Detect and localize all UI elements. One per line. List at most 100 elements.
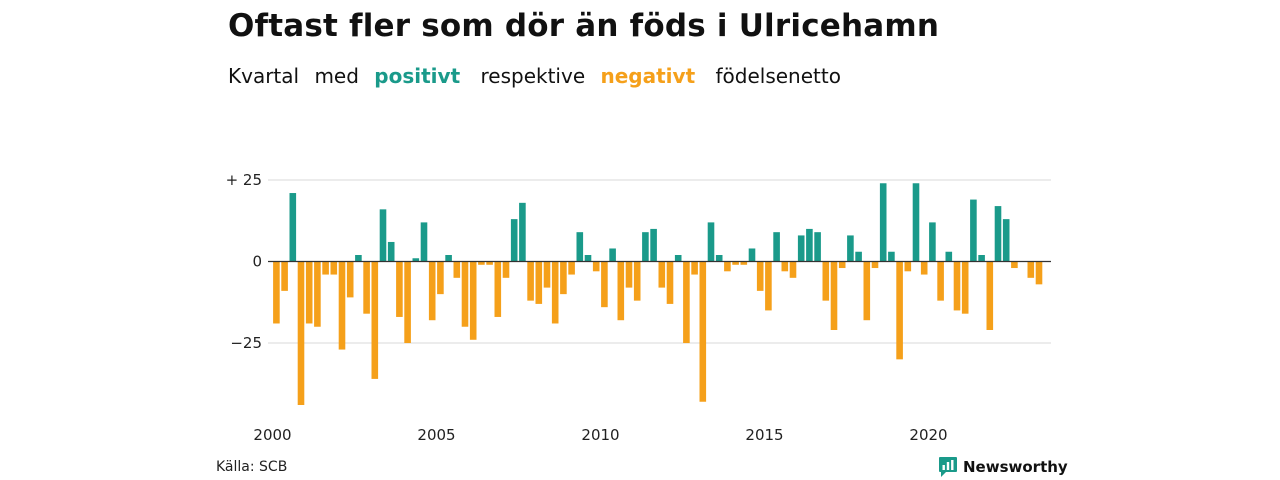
grid-layer <box>268 179 1051 344</box>
bar <box>838 261 846 269</box>
bar <box>551 261 559 324</box>
bar <box>355 255 362 262</box>
bar <box>732 261 739 265</box>
bar <box>289 193 297 262</box>
bar <box>543 261 551 288</box>
bar <box>592 261 600 272</box>
newsworthy-logo-icon <box>939 457 957 477</box>
bar <box>379 209 387 262</box>
bar <box>314 261 321 327</box>
bar <box>469 261 477 340</box>
bar <box>617 261 625 321</box>
bar <box>953 261 961 311</box>
bar <box>625 261 633 288</box>
subtitle-word-kvartal: Kvartal <box>228 64 300 88</box>
bar <box>822 261 830 301</box>
bar <box>650 228 657 262</box>
bar <box>486 261 493 265</box>
x-tick-label: 2000 <box>253 426 291 444</box>
subtitle-positive-label: positivt <box>374 64 461 88</box>
brand-name: Newsworthy <box>963 458 1068 476</box>
bar <box>428 261 436 321</box>
bar <box>986 261 994 330</box>
bar <box>568 261 575 275</box>
bar <box>748 248 756 262</box>
bar <box>420 222 428 262</box>
bar <box>724 261 731 272</box>
bar <box>994 206 1002 262</box>
bar <box>338 261 346 350</box>
bar <box>929 222 936 262</box>
bar <box>879 183 887 262</box>
bar <box>437 261 444 295</box>
bar <box>666 261 674 304</box>
bar <box>387 241 395 262</box>
y-tick-label: + 25 <box>226 171 262 189</box>
bar <box>920 261 928 275</box>
subtitle-negative-label: negativt <box>600 64 696 88</box>
bar <box>305 261 313 324</box>
bar <box>896 261 903 360</box>
bar <box>297 261 305 405</box>
source-note: Källa: SCB <box>216 459 288 475</box>
bar <box>888 251 895 262</box>
bar <box>863 261 871 321</box>
bar <box>1035 261 1043 285</box>
subtitle-word-fodelsenetto: födelsenetto <box>715 64 841 88</box>
bar <box>633 261 641 301</box>
bar <box>527 261 534 301</box>
bar <box>519 202 526 262</box>
chart-title: Oftast fler som dör än föds i Ulricehamn <box>228 8 940 44</box>
bar <box>412 258 420 262</box>
bar <box>1011 261 1018 269</box>
bar <box>322 261 329 275</box>
bar <box>970 199 977 262</box>
bar <box>371 261 379 379</box>
bar <box>961 261 969 314</box>
bar <box>576 232 584 262</box>
bar <box>937 261 944 301</box>
bar <box>978 255 985 262</box>
bar <box>535 261 543 304</box>
bar <box>445 255 452 262</box>
bar <box>781 261 789 272</box>
x-tick-label: 2010 <box>581 426 619 444</box>
bar <box>871 261 879 269</box>
chart-subtitle: Kvartal med positivt respektive negativt… <box>228 64 850 88</box>
bar <box>740 261 748 265</box>
bar <box>797 235 805 262</box>
bar <box>494 261 502 317</box>
bar <box>814 232 821 262</box>
subtitle-word-med: med <box>314 64 359 88</box>
x-tick-label: 2005 <box>417 426 455 444</box>
bar <box>404 261 411 344</box>
bar <box>281 261 288 291</box>
bar <box>904 261 912 272</box>
bar <box>658 261 666 288</box>
bar-layer <box>273 183 1043 405</box>
subtitle-word-respektive: respektive <box>480 64 586 88</box>
bar <box>461 261 469 327</box>
bar <box>642 232 649 262</box>
bar <box>478 261 485 265</box>
bar <box>945 251 953 262</box>
bar <box>363 261 370 314</box>
bar <box>601 261 608 308</box>
bar <box>674 255 682 262</box>
bar <box>330 261 338 275</box>
bar <box>756 261 764 291</box>
bar <box>691 261 698 275</box>
bar <box>765 261 772 311</box>
brand-logo: Newsworthy <box>938 455 1068 479</box>
y-tick-label: −25 <box>230 334 262 352</box>
bar <box>584 255 592 262</box>
bar <box>1027 261 1035 278</box>
bar <box>789 261 797 278</box>
bar <box>707 222 715 262</box>
y-axis-ticks: + 25 0 −25 <box>226 171 262 352</box>
bar <box>396 261 403 317</box>
bar <box>683 261 690 344</box>
x-tick-label: 2020 <box>909 426 947 444</box>
bar <box>273 261 280 324</box>
